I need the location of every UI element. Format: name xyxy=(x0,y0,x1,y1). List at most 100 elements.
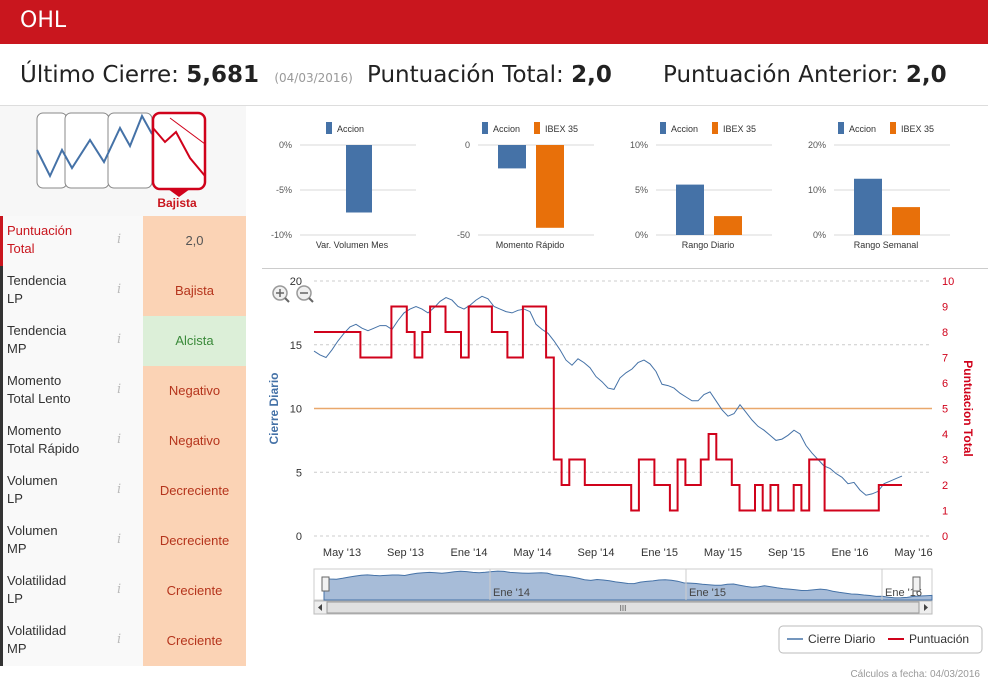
indicator-value: Negativo xyxy=(143,366,246,416)
indicator-label-line2: LP xyxy=(7,491,23,506)
x-tick: May '14 xyxy=(513,547,551,559)
info-icon[interactable]: i xyxy=(117,532,122,547)
zoom-out-icon[interactable] xyxy=(296,285,314,303)
legend-swatch xyxy=(660,122,666,134)
bar xyxy=(714,216,742,235)
navigator-handle-left[interactable] xyxy=(321,576,330,592)
indicator-label-line1: Momento xyxy=(7,373,62,388)
legend-label-cierre[interactable]: Cierre Diario xyxy=(808,632,876,646)
x-tick: Sep '14 xyxy=(578,547,615,559)
scroll-left-icon[interactable] xyxy=(318,604,322,611)
indicator-value: Creciente xyxy=(143,616,246,666)
bar xyxy=(498,145,526,169)
x-tick: Sep '13 xyxy=(387,547,424,559)
navigator-area xyxy=(323,570,933,601)
trend-selector: Bajista xyxy=(0,106,246,216)
x-tick: May '16 xyxy=(894,547,932,559)
calc-date: Cálculos a fecha: 04/03/2016 xyxy=(850,669,980,680)
indicator-label: Tendencia MP xyxy=(0,316,143,366)
indicator-label-line2: Total Lento xyxy=(7,391,71,406)
info-icon[interactable]: i xyxy=(117,232,122,247)
last-close-value: 5,681 xyxy=(186,62,260,88)
bar-y-tick: -5% xyxy=(276,185,292,195)
indicator-label-line2: Total Rápido xyxy=(7,441,80,456)
indicator-value: Alcista xyxy=(143,316,246,366)
right-axis-title: Puntuacion Total xyxy=(961,360,975,456)
indicator-row: Volatilidad MP i Creciente xyxy=(0,616,246,666)
price-score-chart: 20 15 10 5 0 10 9 8 7 6 5 4 3 2 1 0 Cierre Diario Puntuac… xyxy=(262,268,988,668)
bar-chart-3: 10% 5% 0% Accion IBEX 35 Rango Diario xyxy=(630,122,772,250)
right-y-tick: 9 xyxy=(942,302,948,314)
scrollbar-thumb[interactable] xyxy=(326,601,920,614)
indicator-row: Tendencia LP i Bajista xyxy=(0,266,246,316)
x-tick: Ene '14 xyxy=(451,547,488,559)
top-bar: OHL xyxy=(0,0,988,44)
bar-legend-label: Accion xyxy=(671,124,698,134)
bar-y-tick: 0% xyxy=(813,230,826,240)
zoom-in-icon[interactable] xyxy=(272,285,290,303)
info-icon[interactable]: i xyxy=(117,382,122,397)
ticker-title: OHL xyxy=(20,8,67,33)
trend-card-bearish[interactable] xyxy=(151,111,207,197)
right-y-tick: 7 xyxy=(942,353,948,365)
bar-y-tick: -50 xyxy=(457,230,470,240)
x-tick: Ene '16 xyxy=(832,547,869,559)
bar-chart-title: Rango Semanal xyxy=(854,240,919,250)
bar-legend-label: IBEX 35 xyxy=(723,124,756,134)
indicator-label-line2: LP xyxy=(7,591,23,606)
indicator-label-line1: Tendencia xyxy=(7,323,67,338)
info-icon[interactable]: i xyxy=(117,282,122,297)
indicator-label-line2: MP xyxy=(7,641,27,656)
right-y-tick: 8 xyxy=(942,327,948,339)
indicator-value: Creciente xyxy=(143,566,246,616)
navigator-handle-right[interactable] xyxy=(912,576,921,592)
previous-score: Puntuación Anterior: 2,0 xyxy=(663,62,947,88)
trend-label: Bajista xyxy=(157,196,197,210)
info-icon[interactable]: i xyxy=(117,332,122,347)
info-icon[interactable]: i xyxy=(117,432,122,447)
legend-box xyxy=(778,625,983,654)
bar-legend-label: Accion xyxy=(849,124,876,134)
left-y-tick: 5 xyxy=(296,467,302,479)
series-cierre-diario xyxy=(313,295,903,496)
legend-swatch xyxy=(712,122,718,134)
info-icon[interactable]: i xyxy=(117,582,122,597)
scroll-right-icon[interactable] xyxy=(924,604,928,611)
right-y-tick: 2 xyxy=(942,480,948,492)
total-score-label: Puntuación Total: xyxy=(367,62,564,88)
bar xyxy=(676,184,704,235)
info-icon[interactable]: i xyxy=(117,482,122,497)
navigator-tick: Ene '15 xyxy=(689,587,726,599)
bar-y-tick: 10% xyxy=(808,185,826,195)
indicator-label-line1: Puntuación xyxy=(7,223,73,238)
indicator-row: Puntuación Total i 2,0 xyxy=(0,216,246,266)
navigator-scrollbar[interactable]: III xyxy=(313,600,933,615)
indicator-row: Volatilidad LP i Creciente xyxy=(0,566,246,616)
bar-y-tick: 0% xyxy=(635,230,648,240)
last-close-date: (04/03/2016) xyxy=(274,71,353,85)
info-icon[interactable]: i xyxy=(117,632,122,647)
bar-legend-label: Accion xyxy=(493,124,520,134)
bar xyxy=(892,207,920,235)
range-navigator[interactable]: Ene '14 Ene '15 Ene '16 xyxy=(313,568,933,601)
right-y-tick: 4 xyxy=(942,429,948,441)
right-y-tick: 3 xyxy=(942,455,948,467)
right-y-tick: 10 xyxy=(942,276,954,288)
last-close: Último Cierre: 5,681 (04/03/2016) xyxy=(20,62,353,88)
bar-chart-title: Var. Volumen Mes xyxy=(316,240,389,250)
previous-score-value: 2,0 xyxy=(905,62,947,88)
indicator-label: Momento Total Lento xyxy=(0,366,143,416)
indicator-label-line2: Total xyxy=(7,241,35,256)
x-tick: May '15 xyxy=(704,547,742,559)
indicator-panel: Bajista Puntuación Total i 2,0 Tendencia LP i B… xyxy=(0,106,246,668)
bar-chart-title: Momento Rápido xyxy=(496,240,565,250)
summary-bar: Último Cierre: 5,681 (04/03/2016) Puntua… xyxy=(0,44,988,106)
indicator-label-line1: Volumen xyxy=(7,473,58,488)
bar-chart-title: Rango Diario xyxy=(682,240,735,250)
total-score-value: 2,0 xyxy=(571,62,612,88)
legend-label-puntuacion[interactable]: Puntuación xyxy=(909,632,969,646)
bar-legend-label: Accion xyxy=(337,124,364,134)
navigator-tick: Ene '14 xyxy=(493,587,530,599)
indicator-label-line1: Volatilidad xyxy=(7,623,67,638)
